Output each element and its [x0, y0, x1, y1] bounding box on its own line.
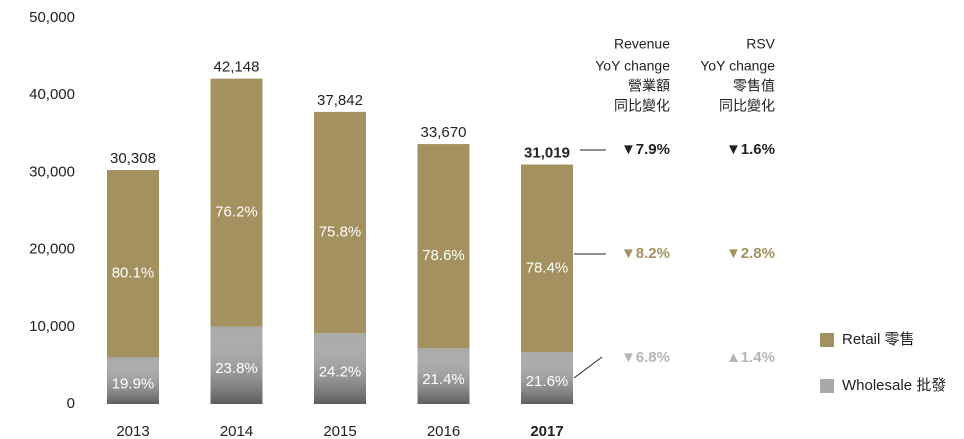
- legend-swatch: [820, 333, 834, 347]
- share-label: 21.6%: [526, 373, 569, 390]
- bar-shade: [210, 326, 263, 404]
- bar-segment: [417, 144, 470, 349]
- share-label: 76.2%: [215, 204, 258, 221]
- y-tick-label: 30,000: [29, 163, 75, 180]
- total-label: 33,670: [421, 124, 467, 141]
- table-header: 同比變化: [614, 98, 670, 114]
- share-label: 75.8%: [319, 224, 362, 241]
- x-tick-label: 2015: [323, 423, 356, 439]
- leader-line: [573, 356, 603, 379]
- total-label: 31,019: [524, 145, 570, 162]
- table-header: RSV: [746, 36, 775, 52]
- table-header: Revenue: [614, 36, 670, 52]
- table-header: YoY change: [700, 58, 775, 74]
- bar-segment: [521, 164, 573, 353]
- yoy-value: ▼8.2%: [621, 245, 670, 262]
- yoy-value: ▼6.8%: [621, 349, 670, 366]
- share-label: 23.8%: [215, 360, 258, 377]
- y-tick-label: 20,000: [29, 241, 75, 258]
- total-label: 37,842: [317, 92, 363, 109]
- bar-shade: [521, 352, 573, 404]
- table-header: YoY change: [595, 58, 670, 74]
- y-tick-label: 10,000: [29, 318, 75, 335]
- table-header: 同比變化: [719, 98, 775, 114]
- bar-shade: [417, 348, 470, 404]
- table-header: 零售值: [733, 78, 775, 94]
- yoy-value: ▼7.9%: [621, 141, 670, 158]
- total-label: 42,148: [214, 59, 260, 76]
- share-label: 80.1%: [112, 265, 155, 282]
- legend-label: Wholesale 批發: [842, 377, 946, 394]
- yoy-value: ▲1.4%: [726, 349, 775, 366]
- bar-segment: [107, 170, 159, 358]
- x-tick-label: 2016: [427, 423, 460, 439]
- y-tick-label: 40,000: [29, 86, 75, 103]
- bar-shade: [107, 357, 159, 404]
- bar-segment: [210, 78, 263, 327]
- share-label: 78.4%: [526, 259, 569, 276]
- x-tick-label: 2013: [116, 423, 149, 439]
- table-header: 營業額: [628, 78, 670, 94]
- legend-swatch: [820, 379, 834, 393]
- yoy-value: ▼1.6%: [726, 141, 775, 158]
- total-label: 30,308: [110, 150, 156, 167]
- share-label: 21.4%: [422, 371, 465, 388]
- bar-shade: [314, 333, 366, 404]
- y-tick-label: 0: [67, 395, 75, 412]
- x-tick-label: 2017: [530, 423, 563, 439]
- yoy-value: ▼2.8%: [726, 245, 775, 262]
- share-label: 78.6%: [422, 247, 465, 264]
- y-tick-label: 50,000: [29, 9, 75, 26]
- share-label: 24.2%: [319, 364, 362, 381]
- legend-label: Retail 零售: [842, 331, 915, 348]
- share-label: 19.9%: [112, 376, 155, 393]
- x-tick-label: 2014: [220, 423, 253, 439]
- bar-segment: [314, 111, 366, 334]
